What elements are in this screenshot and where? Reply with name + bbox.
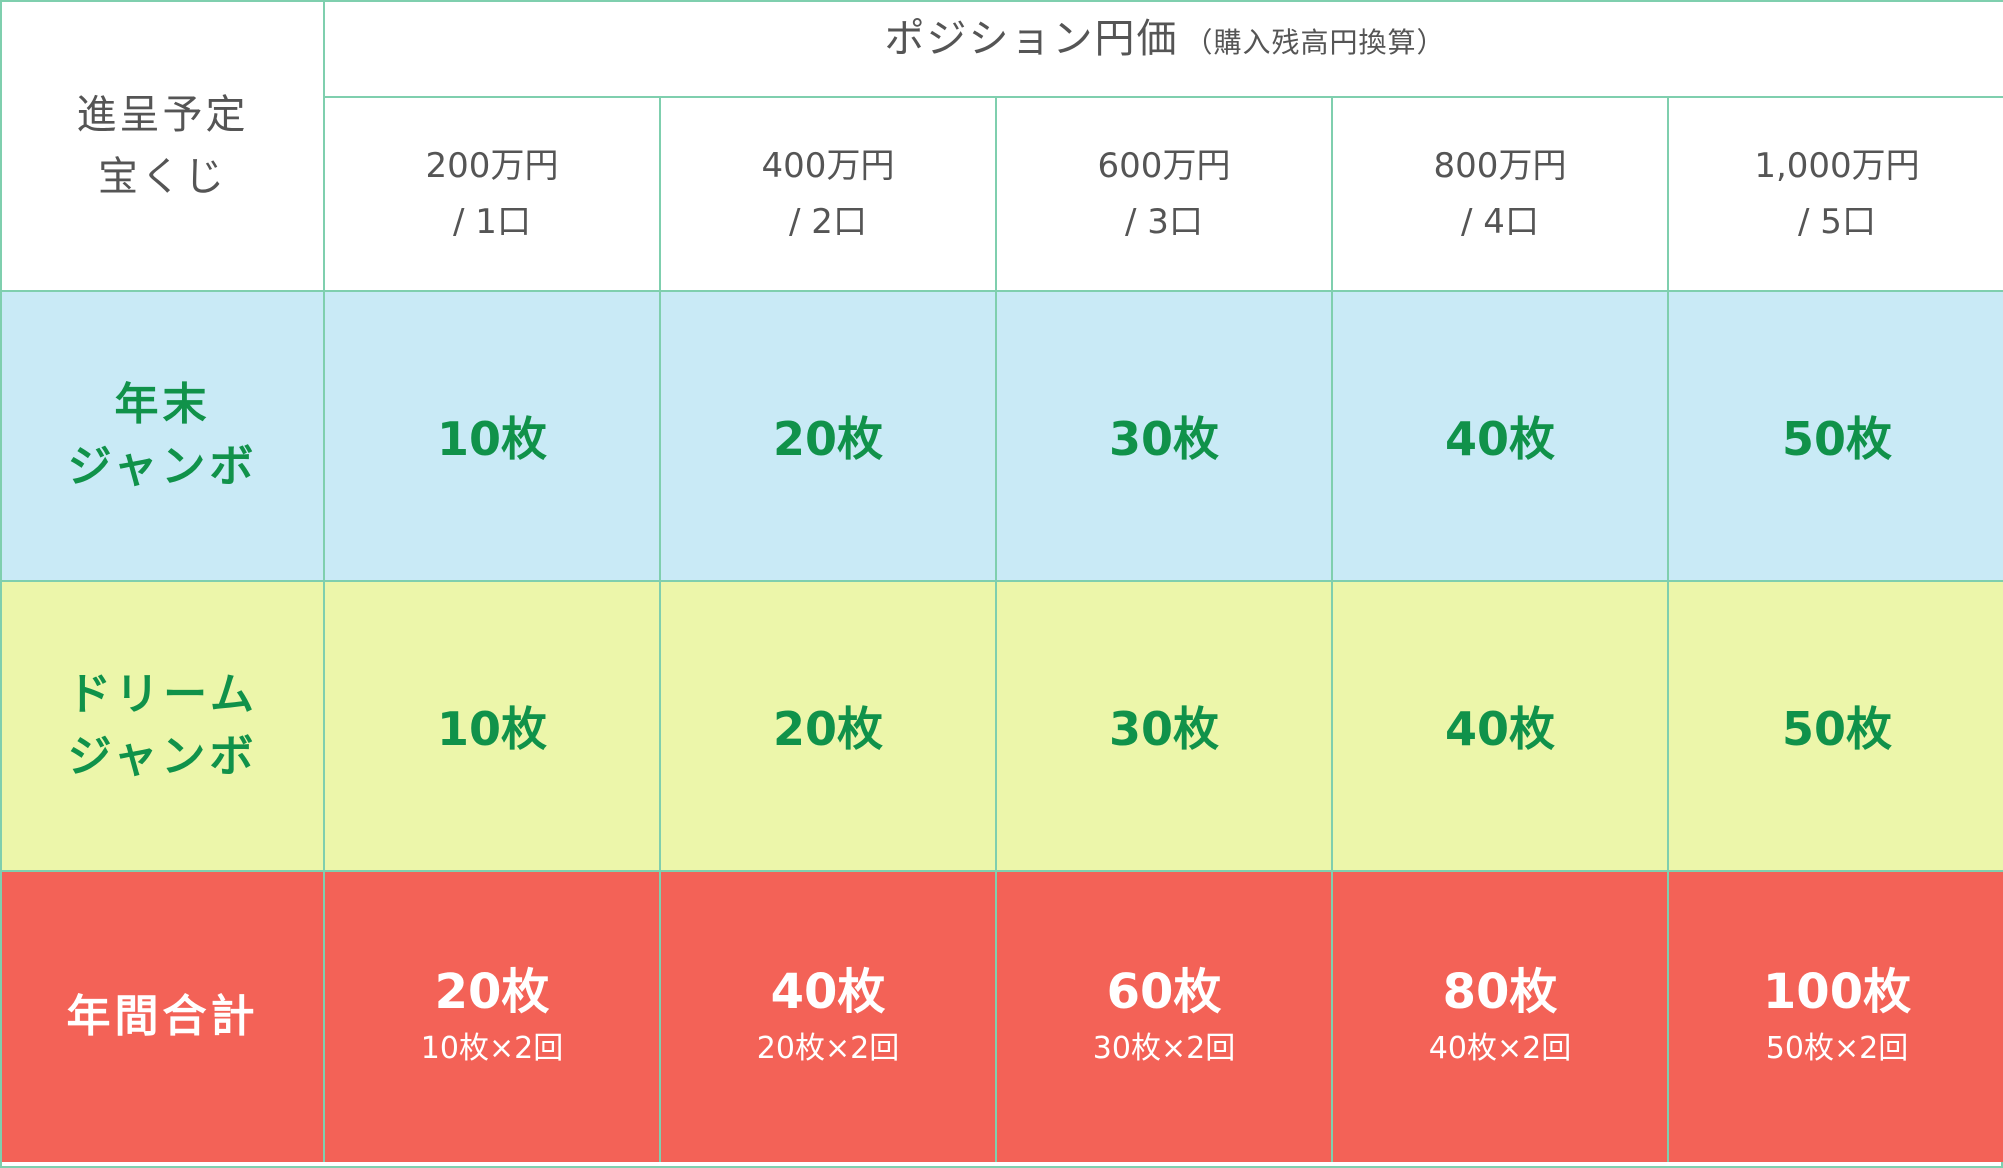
row-label-line1: ドリーム — [67, 669, 258, 720]
column-header-1000: 1,000万円 / 5口 — [1669, 98, 2003, 292]
row-label-nenmatsu-jumbo: 年末 ジャンボ — [2, 292, 325, 582]
corner-label-line1: 進呈予定 — [76, 92, 249, 138]
column-units: / 5口 — [1798, 202, 1876, 242]
column-amount: 400万円 — [761, 146, 895, 186]
table-cell: 40枚 — [1333, 292, 1669, 582]
total-cell: 100枚 50枚×2回 — [1669, 872, 2003, 1162]
table-cell: 10枚 — [325, 292, 661, 582]
total-cell: 80枚 40枚×2回 — [1333, 872, 1669, 1162]
column-header-600: 600万円 / 3口 — [997, 98, 1333, 292]
corner-label-line2: 宝くじ — [98, 154, 227, 200]
row-label-dream-jumbo: ドリーム ジャンボ — [2, 582, 325, 872]
column-units: / 2口 — [789, 202, 867, 242]
column-amount: 1,000万円 — [1754, 146, 1920, 186]
column-header-800: 800万円 / 4口 — [1333, 98, 1669, 292]
column-amount: 800万円 — [1433, 146, 1567, 186]
total-note: 20枚×2回 — [756, 1031, 900, 1066]
row-label-line1: 年間合計 — [66, 991, 259, 1042]
corner-header-cell: 進呈予定 宝くじ — [2, 2, 325, 292]
column-units: / 3口 — [1125, 202, 1203, 242]
total-value: 40枚 — [770, 964, 886, 1020]
table-cell: 30枚 — [997, 292, 1333, 582]
column-amount: 600万円 — [1097, 146, 1231, 186]
column-units: / 1口 — [453, 202, 531, 242]
total-value: 20枚 — [434, 964, 550, 1020]
row-label-line1: 年末 — [114, 379, 211, 430]
table-cell: 30枚 — [997, 582, 1333, 872]
column-header-400: 400万円 / 2口 — [661, 98, 997, 292]
row-label-annual-total: 年間合計 — [2, 872, 325, 1162]
total-value: 80枚 — [1442, 964, 1558, 1020]
table-cell: 20枚 — [661, 582, 997, 872]
total-cell: 60枚 30枚×2回 — [997, 872, 1333, 1162]
table-cell: 50枚 — [1669, 582, 2003, 872]
position-value-title: ポジション円価 — [884, 16, 1179, 62]
total-note: 30枚×2回 — [1092, 1031, 1236, 1066]
column-header-200: 200万円 / 1口 — [325, 98, 661, 292]
total-note: 40枚×2回 — [1428, 1031, 1572, 1066]
position-value-header: ポジション円価 （購入残高円換算） — [325, 2, 2003, 98]
position-value-subtitle: （購入残高円換算） — [1184, 26, 1446, 59]
total-cell: 20枚 10枚×2回 — [325, 872, 661, 1162]
table-cell: 40枚 — [1333, 582, 1669, 872]
column-amount: 200万円 — [425, 146, 559, 186]
row-label-line2: ジャンボ — [67, 731, 258, 782]
table-cell: 50枚 — [1669, 292, 2003, 582]
column-units: / 4口 — [1461, 202, 1539, 242]
total-note: 10枚×2回 — [420, 1031, 564, 1066]
total-value: 60枚 — [1106, 964, 1222, 1020]
row-label-line2: ジャンボ — [67, 441, 258, 492]
total-value: 100枚 — [1762, 964, 1912, 1020]
total-note: 50枚×2回 — [1765, 1031, 1909, 1066]
table-cell: 10枚 — [325, 582, 661, 872]
total-cell: 40枚 20枚×2回 — [661, 872, 997, 1162]
table-cell: 20枚 — [661, 292, 997, 582]
